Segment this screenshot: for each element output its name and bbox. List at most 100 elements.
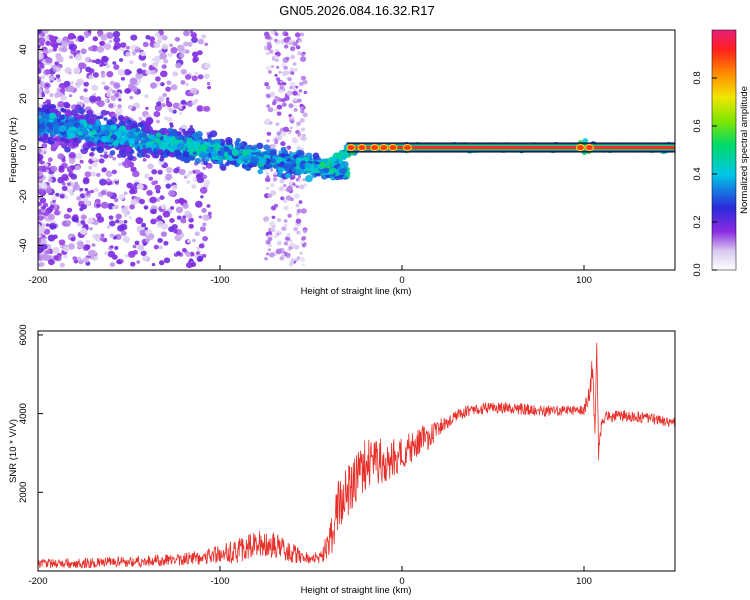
spectrogram-cell — [54, 92, 61, 98]
spectrogram-cell — [266, 241, 271, 245]
spectrogram-cell — [92, 72, 99, 78]
spectrogram-cell — [66, 182, 72, 187]
spectrogram-cell — [88, 118, 96, 125]
spectrogram-cell — [297, 231, 302, 235]
spectrogram-cell — [38, 93, 42, 100]
spectrogram-cell — [276, 104, 283, 110]
spectrogram-cell — [181, 156, 186, 160]
spectrogram-cell — [147, 163, 154, 170]
spectrogram-cell — [275, 122, 280, 126]
spectrogram-cell — [175, 62, 182, 69]
spectrogram-cell — [165, 100, 170, 104]
spectrogram-cell — [281, 98, 286, 103]
carrier-peak — [388, 144, 398, 152]
spectrogram-cell — [100, 70, 105, 75]
spectrogram-cell — [82, 257, 89, 263]
spectrogram-cell — [136, 151, 144, 158]
spectrogram-cell — [187, 41, 193, 47]
spectrogram-y-tick-label: 40 — [18, 44, 29, 55]
spectrogram-cell — [252, 144, 258, 149]
spectrogram-cell — [44, 163, 49, 167]
spectrogram-cell — [291, 39, 295, 43]
colorbar-gradient — [711, 29, 737, 271]
spectrogram-cell — [197, 74, 204, 80]
spectrogram-cell — [196, 105, 204, 112]
spectrogram-cell — [190, 261, 197, 268]
spectrogram-cell — [148, 176, 154, 181]
spectrogram-cell — [100, 190, 107, 196]
spectrogram-cell — [303, 90, 308, 95]
spectrogram-cell — [40, 32, 46, 37]
spectrogram-cell — [38, 137, 43, 142]
spectrogram-cell — [284, 95, 290, 101]
spectrogram-cell — [150, 143, 157, 149]
spectrogram-x-tick-label: 100 — [576, 275, 592, 286]
snr-y-ticks: 2000 4000 6000 — [18, 324, 43, 503]
spectrogram-cell — [129, 95, 134, 100]
spectrogram-cell — [99, 154, 104, 158]
spectrogram-cell — [267, 243, 272, 248]
spectrogram-cell — [186, 213, 193, 219]
spectrogram-cell — [62, 245, 70, 253]
spectrogram-cell — [99, 63, 103, 67]
spectrogram-cell — [48, 213, 55, 221]
spectrogram-cell — [120, 42, 127, 48]
spectrogram-cell — [114, 178, 119, 182]
spectrogram-cell — [164, 116, 169, 120]
spectrogram-cell — [170, 206, 175, 210]
spectrogram-cell — [173, 229, 178, 234]
spectrogram-cell — [287, 77, 292, 82]
spectrogram-cell — [188, 217, 194, 223]
spectrogram-cell — [273, 55, 279, 60]
spectrogram-cell — [190, 32, 197, 38]
spectrogram-cell — [100, 109, 108, 116]
spectrogram-cell — [93, 219, 99, 226]
spectrogram-cell — [302, 229, 308, 234]
spectrogram-cell — [118, 194, 126, 200]
spectrogram-cell — [163, 59, 169, 64]
spectrogram-cell — [149, 196, 157, 204]
colorbar-tick-label: 0.8 — [692, 71, 703, 84]
spectrogram-cell — [168, 226, 175, 233]
spectrogram-x-label: Height of straight line (km) — [301, 286, 412, 297]
spectrogram-cell — [179, 111, 183, 115]
spectrogram-cell — [168, 190, 176, 197]
spectrogram-cell — [38, 237, 42, 243]
chart-title: GN05.2026.084.16.32.R17 — [279, 3, 434, 18]
spectrogram-cell — [80, 115, 85, 120]
spectrogram-cell — [72, 67, 81, 74]
spectrogram-cell — [69, 55, 73, 59]
spectrogram-cell — [152, 61, 158, 68]
spectrogram-cell — [192, 238, 196, 243]
spectrogram-cell — [70, 81, 75, 85]
spectrogram-cell — [117, 115, 125, 121]
spectrogram-cell — [86, 141, 94, 148]
spectrogram-cell — [101, 81, 106, 86]
spectrogram-cell — [105, 170, 113, 177]
spectrogram-cell — [96, 203, 101, 208]
spectrogram-cell — [301, 236, 306, 241]
spectrogram-y-ticks: -40 -20 0 20 40 — [18, 44, 43, 252]
spectrogram-cell — [263, 154, 269, 159]
spectrogram-cell — [144, 94, 149, 99]
spectrogram-cell — [88, 59, 93, 63]
spectrogram-cell — [172, 71, 179, 77]
spectrogram-cell — [130, 85, 138, 92]
spectrogram-cell — [195, 130, 203, 138]
spectrogram-cell — [199, 226, 206, 232]
spectrogram-cell — [94, 58, 102, 65]
spectrogram-cell — [38, 47, 42, 54]
spectrogram-cell — [270, 183, 275, 188]
spectrogram-cell — [112, 45, 119, 51]
spectrogram-cell — [38, 165, 46, 173]
spectrogram-cell — [91, 156, 97, 162]
spectrogram-cell — [124, 141, 130, 146]
spectrogram-cell — [281, 226, 287, 232]
spectrogram-cell — [67, 85, 75, 93]
spectrogram-cell — [52, 47, 57, 52]
spectrogram-cell — [183, 30, 190, 37]
spectrogram-cell — [297, 180, 301, 184]
spectrogram-cell — [266, 104, 270, 108]
spectrogram-cell — [195, 200, 203, 208]
spectrogram-cell — [198, 215, 202, 219]
